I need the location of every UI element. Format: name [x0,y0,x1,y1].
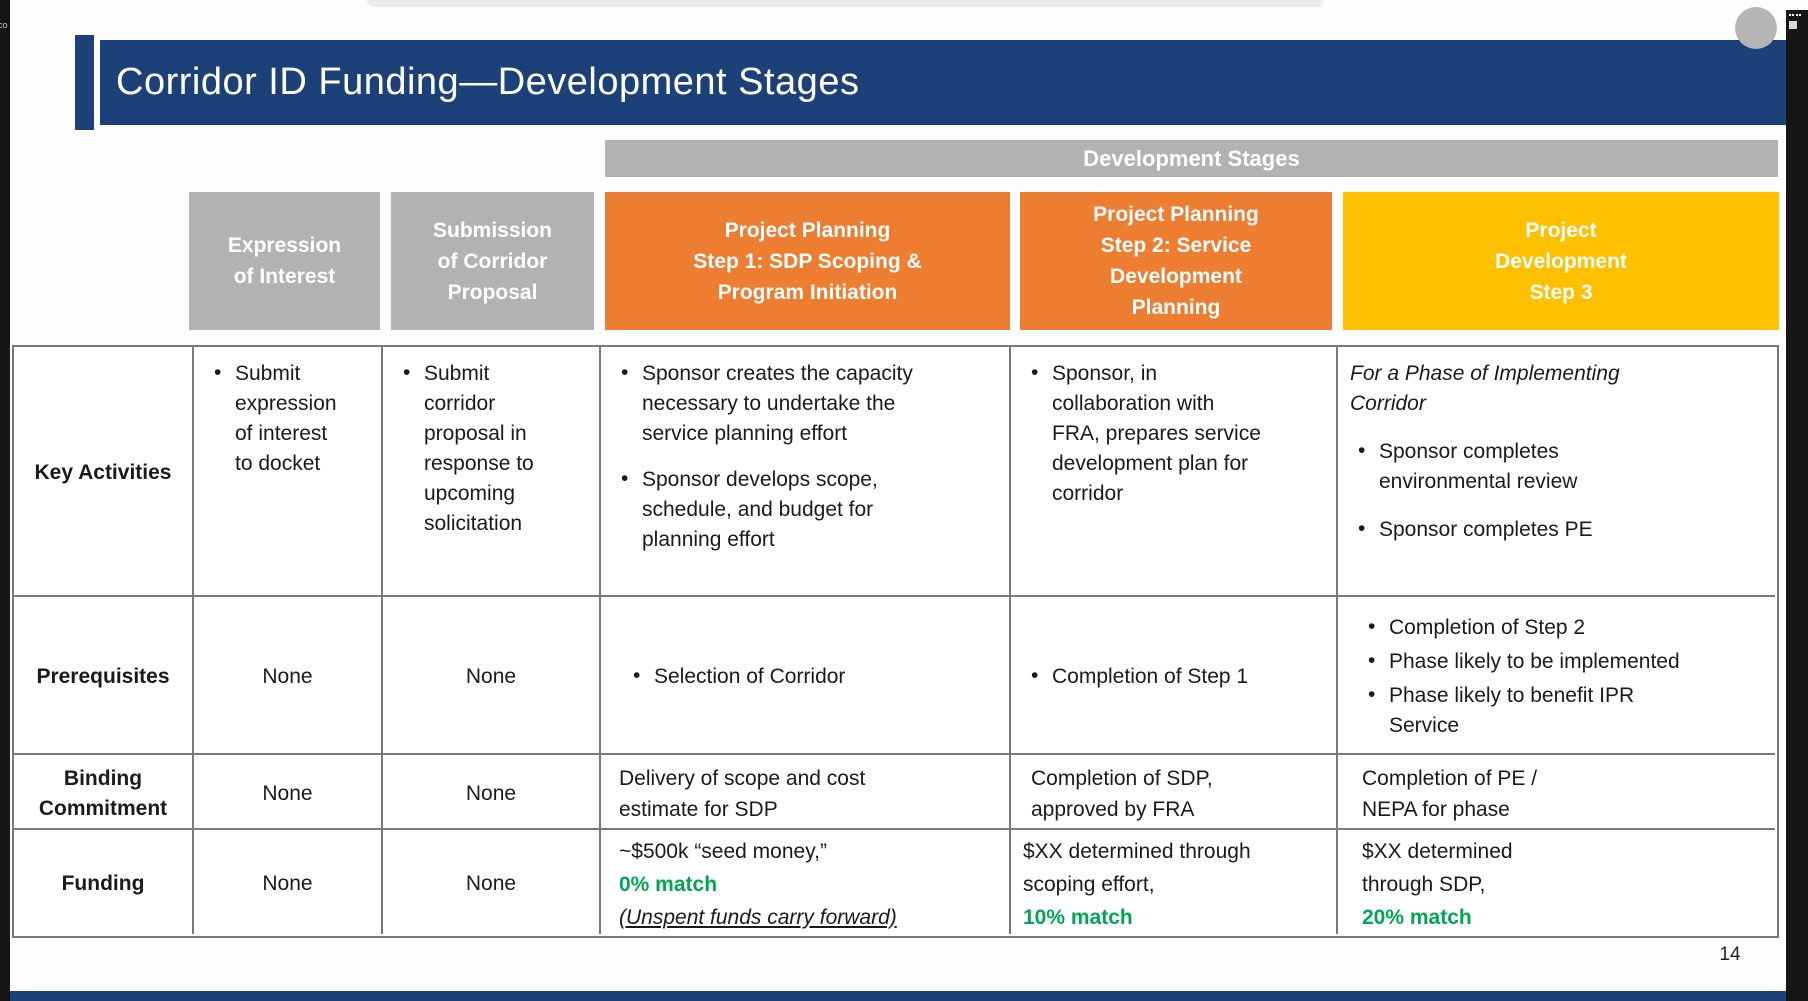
bullet-item: Phase likely to benefit IPR Service [1356,680,1680,741]
right-black-strip [1786,10,1808,1001]
rowlabel-key-activities: Key Activities [14,347,194,597]
cell-text: None [262,781,313,805]
title-accent-bar [75,35,94,130]
header-project-planning-step1: Project Planning Step 1: SDP Scoping & P… [605,192,1010,330]
cell-binding-step1: Delivery of scope and cost estimate for … [601,755,1011,830]
cell-binding-step2: Completion of SDP, approved by FRA [1011,755,1338,830]
bullet-item: Phase likely to be implemented [1356,646,1680,677]
funding-amount: ~$500k “seed money,” [619,839,827,863]
bullet-item: Sponsor completes environmental review [1346,436,1767,497]
bullet-item: Sponsor, in collaboration with FRA, prep… [1019,358,1328,509]
header-expression-of-interest: Expression of Interest [189,192,380,330]
funding-note: (Unspent funds carry forward) [619,905,897,929]
cell-prerequisites-step1: Selection of Corridor [601,597,1011,755]
cell-text: Completion of PE / NEPA for phase [1362,766,1538,821]
cell-funding-step3: $XX determined through SDP, 20% match [1338,830,1775,934]
rowlabel-funding: Funding [14,830,194,934]
left-strip-clipped-text: co [0,20,8,30]
bullet-item: Submit corridor proposal in response to … [391,358,591,539]
funding-amount: $XX determined through scoping effort, [1023,839,1251,896]
rowlabel-prerequisites: Prerequisites [14,597,194,755]
bullet-item: Sponsor develops scope, schedule, and bu… [609,464,1001,555]
title-banner: Corridor ID Funding—Development Stages [100,40,1786,125]
bullet-item: Selection of Corridor [621,661,845,692]
funding-amount: $XX determined through SDP, [1362,839,1513,896]
cell-text: Delivery of scope and cost estimate for … [619,766,866,821]
dots-icon [1789,14,1801,18]
cell-text: None [465,872,517,895]
development-stages-table: Key Activities Submit expression of inte… [12,345,1779,938]
cell-funding-proposal: None [383,830,601,934]
funding-match: 0% match [619,872,718,896]
cell-funding-step1: ~$500k “seed money,” 0% match (Unspent f… [601,830,1011,934]
bottom-blue-bar [10,991,1786,1001]
bullet-item: Sponsor creates the capacity necessary t… [609,358,1001,449]
cell-keyactivities-step2: Sponsor, in collaboration with FRA, prep… [1011,347,1338,597]
cell-intro-italic: For a Phase of Implementing Corridor [1350,362,1620,415]
header-project-development-step3: Project Development Step 3 [1343,192,1779,330]
slide-title: Corridor ID Funding—Development Stages [116,61,860,103]
cell-text: None [465,665,517,688]
window-icon [1789,21,1797,29]
left-black-strip: co [0,0,10,1001]
cell-prerequisites-eoi: None [194,597,383,755]
development-stages-bar: Development Stages [605,140,1778,177]
bullet-item: Sponsor completes PE [1346,514,1767,545]
window-top-edge [367,0,1323,7]
funding-match: 10% match [1023,905,1133,929]
cell-text: Completion of SDP, approved by FRA [1031,766,1213,821]
header-submission-of-corridor-proposal: Submission of Corridor Proposal [391,192,594,330]
rowlabel-binding-commitment: Binding Commitment [14,755,194,830]
cell-prerequisites-step2: Completion of Step 1 [1011,597,1338,755]
cell-text: None [262,872,313,895]
cell-binding-step3: Completion of PE / NEPA for phase [1338,755,1775,830]
cell-keyactivities-proposal: Submit corridor proposal in response to … [383,347,601,597]
share-widget-icon[interactable] [1789,14,1803,34]
cell-funding-eoi: None [194,830,383,934]
bullet-item: Completion of Step 2 [1356,612,1680,643]
cell-text: None [262,665,313,688]
screen-share-widget[interactable] [1735,7,1777,49]
header-project-planning-step2: Project Planning Step 2: Service Develop… [1020,192,1332,330]
slide-page-number: 14 [1719,944,1741,965]
bullet-item: Submit expression of interest to docket [202,358,373,479]
cell-prerequisites-step3: Completion of Step 2 Phase likely to be … [1338,597,1775,755]
cell-text: None [465,781,517,805]
cell-keyactivities-eoi: Submit expression of interest to docket [194,347,383,597]
funding-match: 20% match [1362,905,1472,929]
cell-binding-proposal: None [383,755,601,830]
cell-keyactivities-step1: Sponsor creates the capacity necessary t… [601,347,1011,597]
cell-binding-eoi: None [194,755,383,830]
cell-prerequisites-proposal: None [383,597,601,755]
bullet-item: Completion of Step 1 [1019,661,1248,692]
cell-funding-step2: $XX determined through scoping effort, 1… [1011,830,1338,934]
cell-keyactivities-step3: For a Phase of Implementing Corridor Spo… [1338,347,1775,597]
